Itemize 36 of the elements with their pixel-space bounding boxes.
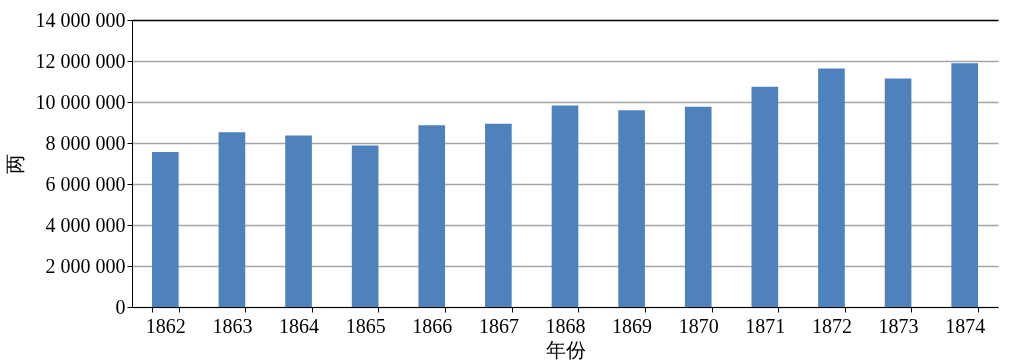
- x-tick-label: 1872: [811, 314, 852, 337]
- y-tick-label: 4 000 000: [45, 213, 126, 236]
- bar: [351, 145, 379, 307]
- x-tick-label: 1873: [878, 314, 919, 337]
- y-tick-label: 6 000 000: [45, 172, 126, 195]
- bar: [285, 135, 312, 307]
- x-tick-label: 1864: [279, 314, 320, 337]
- bar: [618, 110, 645, 307]
- x-axis-title: 年份: [545, 338, 586, 361]
- y-tick-label: 14 000 000: [35, 8, 126, 31]
- y-tick-label: 2 000 000: [45, 254, 126, 277]
- x-tick-label: 1874: [945, 314, 986, 337]
- x-tick-label: 1866: [412, 314, 453, 337]
- bar: [751, 86, 779, 307]
- bar: [485, 123, 512, 307]
- x-tick-label: 1869: [612, 314, 653, 337]
- bar: [551, 105, 579, 307]
- x-tick-label: 1865: [345, 314, 386, 337]
- x-tick-label: 1862: [145, 314, 186, 337]
- y-tick-label: 10 000 000: [35, 90, 126, 113]
- bar: [884, 78, 912, 307]
- bar: [951, 63, 979, 307]
- y-axis-title: 两: [3, 154, 26, 174]
- bar: [151, 152, 179, 307]
- x-tick-label: 1867: [478, 314, 519, 337]
- x-tick-label: 1870: [678, 314, 719, 337]
- bar: [684, 106, 712, 307]
- bar: [418, 125, 446, 307]
- x-tick-label: 1868: [545, 314, 586, 337]
- x-tick-label: 1871: [745, 314, 786, 337]
- bar: [818, 68, 845, 307]
- x-tick-label: 1863: [212, 314, 253, 337]
- y-tick-label: 0: [115, 295, 126, 318]
- y-tick-label: 12 000 000: [35, 49, 126, 72]
- y-tick-label: 8 000 000: [45, 131, 126, 154]
- bar: [218, 132, 246, 307]
